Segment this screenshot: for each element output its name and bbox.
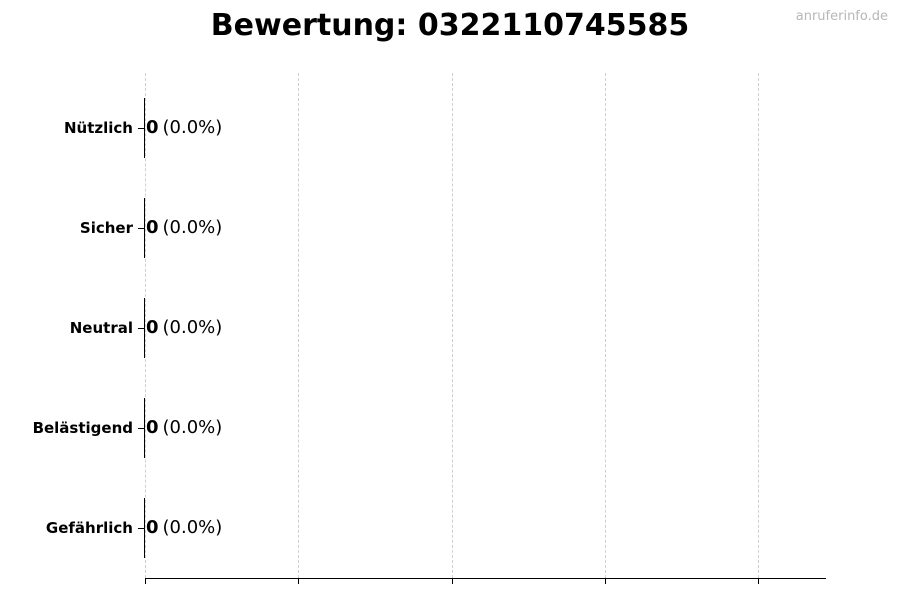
- bar-percent-sicher: (0.0%): [162, 217, 223, 238]
- y-axis-tick-2: [138, 328, 144, 329]
- site-watermark: anruferinfo.de: [795, 9, 888, 24]
- gridline-x-2: [452, 73, 453, 578]
- x-axis-line: [145, 578, 826, 579]
- y-axis-tick-4: [138, 528, 144, 529]
- gridline-x-1: [298, 73, 299, 578]
- bar-gefaehrlich: [144, 498, 145, 558]
- x-axis-tick-4: [758, 578, 759, 584]
- bar-percent-gefaehrlich: (0.0%): [162, 517, 223, 538]
- bar-neutral: [144, 298, 145, 358]
- bar-value-nuetzlich: 0: [146, 117, 159, 138]
- x-axis-tick-2: [452, 578, 453, 584]
- plot-area: [145, 73, 825, 578]
- gridline-x-4: [758, 73, 759, 578]
- bar-percent-nuetzlich: (0.0%): [162, 117, 223, 138]
- bar-nuetzlich: [144, 98, 145, 158]
- bar-value-neutral: 0: [146, 317, 159, 338]
- bar-value-belaestigend: 0: [146, 417, 159, 438]
- bar-percent-neutral: (0.0%): [162, 317, 223, 338]
- bar-percent-belaestigend: (0.0%): [162, 417, 223, 438]
- x-axis-tick-1: [298, 578, 299, 584]
- page-title: Bewertung: 0322110745585: [210, 8, 690, 43]
- bar-value-gefaehrlich: 0: [146, 517, 159, 538]
- gridline-x-3: [605, 73, 606, 578]
- bar-belaestigend: [144, 398, 145, 458]
- y-axis-tick-1: [138, 228, 144, 229]
- x-axis-tick-0: [145, 578, 146, 584]
- bar-value-sicher: 0: [146, 217, 159, 238]
- y-axis-tick-0: [138, 128, 144, 129]
- bar-sicher: [144, 198, 145, 258]
- y-axis-tick-3: [138, 428, 144, 429]
- gridline-x-0: [145, 73, 146, 578]
- x-axis-tick-3: [605, 578, 606, 584]
